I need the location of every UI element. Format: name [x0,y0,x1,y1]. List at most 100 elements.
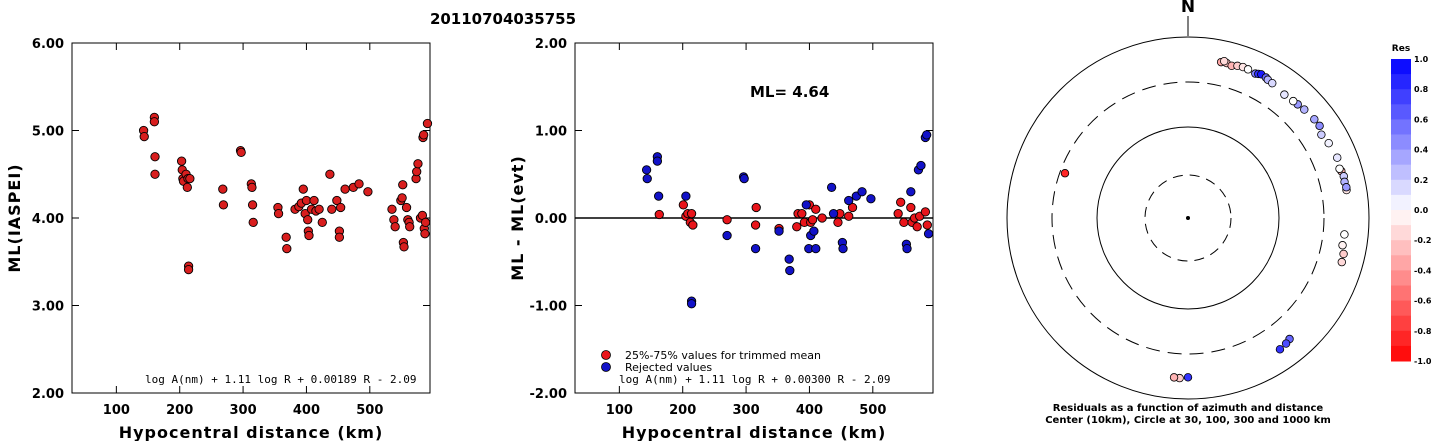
x-tick-label: 400 [293,403,320,418]
colorbar-cell [1391,134,1411,151]
azimuth-residual-plot: N Residuals as a function of azimuth and… [1006,0,1370,426]
data-point [681,191,691,201]
data-point [792,222,802,232]
x-tick-label: 300 [733,403,760,418]
colorbar-cell [1391,210,1411,226]
x-tick-label: 200 [166,403,193,418]
colorbar-tick-label: -0.4 [1414,266,1432,275]
colorbar-cell [1391,119,1411,135]
data-point [739,173,749,184]
data-points [641,130,934,309]
colorbar-cell [1391,164,1411,181]
station-point [1281,339,1291,348]
colorbar-cell [1391,74,1411,90]
x-tick-labels: 100 200 300 400 500 [606,43,886,418]
data-point [218,200,229,210]
colorbar-title: Res [1392,44,1410,54]
data-point [686,208,697,219]
data-point [686,299,697,309]
station-point [1315,121,1324,131]
colorbar-cell [1391,59,1411,75]
data-point [785,265,795,276]
data-point [332,195,342,206]
colorbar-cell [1391,315,1411,332]
colorbar-tick-label: 0.2 [1414,176,1428,185]
data-point [247,200,258,210]
ml-annotation: ML= 4.64 [750,83,829,101]
station-point [1300,105,1309,114]
colorbar: Res 1.0 0.8 0.6 0.4 0.2 0.0 -0.2 -0.4 -0.6 -0.8 -1… [1391,44,1432,366]
data-point [176,156,187,166]
x-tick-label: 100 [606,403,633,418]
y-tick-label: 0.00 [535,212,567,227]
data-point [298,184,308,194]
data-point [750,243,761,254]
station-point [1275,345,1285,354]
x-tick-label: 200 [669,403,696,418]
data-point [809,226,819,236]
y-tick-label: -1.00 [530,300,567,315]
colorbar-tick-label: -0.6 [1414,297,1432,306]
data-point [182,182,192,193]
data-point [893,208,903,219]
data-point [902,243,912,254]
data-point [413,159,423,169]
x-tick-label: 300 [230,403,257,418]
data-point [183,264,194,275]
data-point [828,208,839,219]
x-tick-labels: 100 200 300 400 500 [103,43,383,418]
y-tick-label: 2.00 [535,37,567,52]
station-point [1243,65,1253,74]
data-point [303,215,313,225]
data-point [801,200,811,210]
y-tick-label: 4.00 [32,212,64,227]
colorbar-cell [1391,149,1411,166]
station-point [1220,56,1229,66]
data-point [923,229,934,239]
data-point [838,243,848,254]
data-point [247,182,257,193]
colorbar-tick-labels: 1.0 0.8 0.6 0.4 0.2 0.0 -0.2 -0.4 -0.6 -0.8 -1.0 [1414,55,1432,366]
data-point [922,220,932,230]
caption-line-2: Center (10km), Circle at 30, 100, 300 an… [1045,415,1331,426]
colorbar-cell [1391,255,1411,271]
legend-swatch-rejected [601,362,611,372]
station-point [1333,153,1342,162]
data-point [784,254,794,264]
data-point [314,204,324,214]
y-axis-label: ML(IASPEI) [5,163,24,272]
colorbar-cell [1391,179,1411,196]
data-point [751,202,761,213]
x-axis-label: Hypocentral distance (km) [622,423,887,441]
data-point [301,195,312,206]
colorbar-tick-label: -0.2 [1414,236,1432,245]
data-point [340,184,350,194]
data-point [896,197,906,207]
x-tick-label: 500 [859,403,886,418]
x-tick-label: 100 [103,403,130,418]
data-point [899,217,909,228]
data-point [722,215,732,225]
station-point [1060,169,1070,178]
station-point [1337,257,1346,267]
data-point [397,193,407,203]
data-point [282,243,292,254]
station-point [1289,96,1298,106]
data-point [218,184,228,194]
data-point [325,169,335,179]
data-point [642,173,652,184]
station-point [1317,130,1326,139]
colorbar-tick-label: 0.4 [1414,146,1429,155]
data-point [399,242,409,252]
data-point [387,204,397,214]
residual-vs-distance-chart: -2.00 -1.00 0.00 1.00 2.00 100 200 300 400 500 M… [508,37,934,441]
data-point [304,230,314,241]
data-point [273,208,284,219]
station-point [1342,183,1351,192]
station-residuals [1060,56,1351,383]
data-point [185,173,195,184]
data-point [857,187,867,197]
data-point [652,156,663,166]
formula-text: log A(nm) + 1.11 log R + 0.00300 R - 2.0… [619,373,891,386]
